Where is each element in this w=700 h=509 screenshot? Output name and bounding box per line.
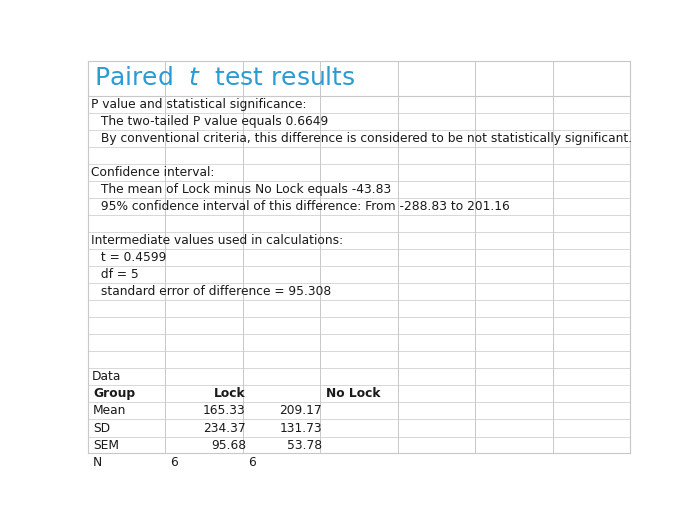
Text: 234.37: 234.37 [203,421,246,435]
Text: Paired  $\it{t}$  test results: Paired $\it{t}$ test results [94,66,356,90]
Text: The two-tailed P value equals 0.6649: The two-tailed P value equals 0.6649 [97,115,328,128]
Text: SEM: SEM [93,439,119,451]
Text: Confidence interval:: Confidence interval: [91,166,215,179]
Text: Data: Data [91,371,120,383]
Text: 6: 6 [248,456,256,469]
Text: 131.73: 131.73 [279,421,322,435]
Text: Intermediate values used in calculations:: Intermediate values used in calculations… [91,234,344,247]
Text: 53.78: 53.78 [287,439,322,451]
Text: Mean: Mean [93,405,126,417]
Text: df = 5: df = 5 [97,268,139,281]
Text: SD: SD [93,421,110,435]
Text: The mean of Lock minus No Lock equals -43.83: The mean of Lock minus No Lock equals -4… [97,183,391,196]
Text: 165.33: 165.33 [203,405,246,417]
Text: No Lock: No Lock [326,387,381,401]
Text: 95.68: 95.68 [211,439,246,451]
Text: N: N [93,456,102,469]
Text: 95% confidence interval of this difference: From -288.83 to 201.16: 95% confidence interval of this differen… [97,200,510,213]
Text: Lock: Lock [214,387,246,401]
Text: standard error of difference = 95.308: standard error of difference = 95.308 [97,285,332,298]
Text: Group: Group [93,387,135,401]
Text: t = 0.4599: t = 0.4599 [97,251,167,264]
Text: By conventional criteria, this difference is considered to be not statistically : By conventional criteria, this differenc… [97,132,632,145]
Text: 209.17: 209.17 [279,405,322,417]
Text: P value and statistical significance:: P value and statistical significance: [91,98,307,110]
Text: 6: 6 [170,456,178,469]
